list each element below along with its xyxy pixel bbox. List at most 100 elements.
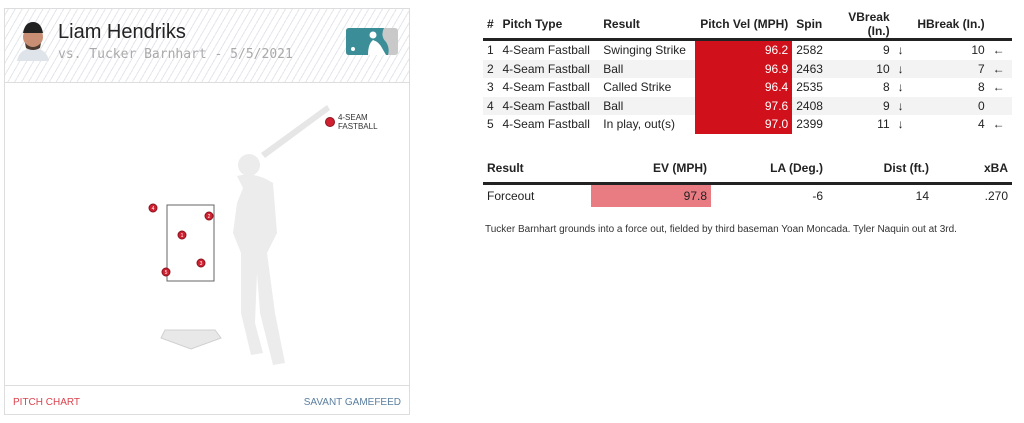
pitch-spin: 2535 bbox=[796, 80, 823, 95]
pitch-dot[interactable] bbox=[161, 267, 171, 277]
pitch-dot[interactable] bbox=[177, 230, 187, 240]
col-la: LA (Deg.) bbox=[711, 154, 827, 185]
pitch-number: 2 bbox=[483, 59, 499, 78]
hbreak-arrow-icon: ← bbox=[988, 59, 1012, 78]
col-hbreak: HBreak (In.) bbox=[912, 10, 989, 41]
pitch-vbreak: 8 bbox=[882, 80, 890, 95]
pitch-dot-label: 3 bbox=[200, 261, 203, 267]
pitch-row: 4 4-Seam Fastball Ball 97.6 2408 9 ↓ 0 bbox=[483, 96, 1012, 115]
pitch-number: 5 bbox=[487, 117, 494, 132]
bb-result: Forceout bbox=[487, 189, 535, 203]
pitch-hbreak: 10 bbox=[971, 43, 985, 58]
pitch-vbreak: 11 bbox=[877, 117, 890, 132]
pitch-type: 4-Seam Fastball bbox=[502, 80, 590, 95]
pitch-vbreak: 9 bbox=[882, 43, 890, 58]
vbreak-arrow-icon: ↓ bbox=[897, 117, 904, 132]
pitch-vbreak: 9 bbox=[830, 96, 894, 115]
bb-la: -6 bbox=[812, 189, 823, 203]
card-header: Liam Hendriks vs. Tucker Barnhart - 5/5/… bbox=[5, 9, 409, 83]
play-description: Tucker Barnhart grounds into a force out… bbox=[485, 224, 957, 235]
legend-dot bbox=[325, 117, 335, 127]
pitch-result: Swinging Strike bbox=[603, 43, 686, 58]
pitch-result: Ball bbox=[599, 96, 696, 115]
pitch-type: 4-Seam Fastball bbox=[498, 96, 600, 115]
col-number: # bbox=[483, 10, 499, 41]
mlb-logo-icon bbox=[346, 28, 398, 55]
pitch-vbreak: 10 bbox=[830, 59, 894, 78]
vbreak-arrow-icon: ↓ bbox=[893, 96, 913, 115]
pitch-type: 4-Seam Fastball bbox=[498, 59, 600, 78]
pitch-spin: 2582 bbox=[796, 43, 823, 58]
col-pitch-type: Pitch Type bbox=[498, 10, 600, 41]
pitch-number: 4 bbox=[483, 96, 499, 115]
bb-ev: 97.8 bbox=[591, 183, 711, 207]
pitch-marker[interactable]: 3 bbox=[196, 258, 206, 268]
pitch-marker[interactable]: 5 bbox=[161, 267, 171, 277]
card-footer: PITCH CHART SAVANT GAMEFEED bbox=[5, 385, 409, 416]
pitch-marker[interactable]: 4 bbox=[148, 203, 158, 213]
pitch-row: 5 4-Seam Fastball In play, out(s) 97.0 2399 1… bbox=[483, 115, 1012, 134]
batted-ball-table: Result EV (MPH) LA (Deg.) Dist (ft.) xBA… bbox=[483, 154, 1012, 207]
hbreak-arrow-icon: ← bbox=[992, 117, 1005, 132]
pitch-result: In play, out(s) bbox=[603, 117, 676, 132]
hbreak-arrow-icon bbox=[988, 96, 1012, 115]
pitch-type: 4-Seam Fastball bbox=[502, 43, 590, 58]
pitch-velocity: 97.0 bbox=[695, 115, 793, 134]
hbreak-arrow-icon: ← bbox=[992, 43, 1005, 58]
vbreak-arrow-icon: ↓ bbox=[897, 43, 904, 58]
pitch-row: 3 4-Seam Fastball Called Strike 96.4 2535 8 ↓ 8… bbox=[483, 78, 1012, 97]
col-velocity: Pitch Vel (MPH) bbox=[695, 10, 793, 41]
vbreak-arrow-icon: ↓ bbox=[893, 59, 913, 78]
pitch-dot-label: 1 bbox=[181, 233, 184, 239]
pitch-dot[interactable] bbox=[148, 203, 158, 213]
pitch-dot[interactable] bbox=[196, 258, 206, 268]
pitch-marker[interactable]: 1 bbox=[177, 230, 187, 240]
col-spin: Spin bbox=[792, 10, 831, 41]
pitcher-name: Liam Hendriks bbox=[58, 21, 186, 43]
pitch-type: 4-Seam Fastball bbox=[502, 117, 590, 132]
pitch-dot-label: 5 bbox=[165, 270, 168, 276]
bb-dist: 14 bbox=[915, 189, 929, 203]
pitch-result: Ball bbox=[599, 59, 696, 78]
col-dist: Dist (ft.) bbox=[827, 154, 933, 185]
legend-label: 4-SEAM FASTBALL bbox=[337, 113, 378, 131]
pitch-hbreak: 4 bbox=[977, 117, 985, 132]
col-bb-result: Result bbox=[483, 154, 591, 185]
pitch-hbreak: 8 bbox=[977, 80, 985, 95]
home-plate bbox=[160, 329, 222, 350]
pitch-dot-label: 2 bbox=[208, 214, 211, 220]
pitch-plot: 1 2 3 4 5 bbox=[148, 105, 330, 365]
pitch-dot[interactable] bbox=[204, 211, 214, 221]
col-xba: xBA bbox=[933, 154, 1012, 185]
hbreak-arrow-icon: ← bbox=[992, 80, 1005, 95]
legend: 4-SEAM FASTBALL bbox=[325, 113, 409, 131]
pitch-marker[interactable]: 2 bbox=[204, 211, 214, 221]
pitch-hbreak: 0 bbox=[912, 96, 989, 115]
pitch-row: 2 4-Seam Fastball Ball 96.9 2463 10 ↓ 7 ← bbox=[483, 59, 1012, 78]
pitch-velocity: 96.4 bbox=[695, 78, 793, 97]
col-vbreak: VBreak (In.) bbox=[830, 10, 894, 41]
pitch-number: 3 bbox=[487, 80, 494, 95]
pitch-spin: 2463 bbox=[792, 59, 831, 78]
player-avatar bbox=[17, 22, 49, 61]
pitch-spin: 2408 bbox=[792, 96, 831, 115]
pitch-chart-card: Liam Hendriks vs. Tucker Barnhart - 5/5/… bbox=[4, 8, 410, 415]
pitch-velocity: 97.6 bbox=[695, 96, 793, 115]
col-result: Result bbox=[599, 10, 696, 41]
pitch-velocity: 96.2 bbox=[695, 39, 793, 60]
bb-xba: .270 bbox=[984, 189, 1008, 203]
pitch-hbreak: 7 bbox=[912, 59, 989, 78]
pitch-row: 1 4-Seam Fastball Swinging Strike 96.2 2582 9… bbox=[483, 39, 1012, 60]
savant-gamefeed-link[interactable]: SAVANT GAMEFEED bbox=[303, 397, 401, 408]
pitch-result: Called Strike bbox=[603, 80, 672, 95]
pitch-table: # Pitch Type Result Pitch Vel (MPH) Spin… bbox=[483, 10, 1012, 134]
vbreak-arrow-icon: ↓ bbox=[897, 80, 904, 95]
pitch-number: 1 bbox=[487, 43, 494, 58]
strike-zone bbox=[166, 204, 215, 282]
pitch-spin: 2399 bbox=[796, 117, 823, 132]
batted-ball-row: Forceout 97.8 -6 14 .270 bbox=[483, 183, 1012, 207]
pitch-chart-link[interactable]: PITCH CHART bbox=[13, 397, 81, 408]
pitch-dot-label: 4 bbox=[152, 206, 155, 212]
col-ev: EV (MPH) bbox=[591, 154, 711, 185]
batter-silhouette bbox=[233, 105, 330, 365]
